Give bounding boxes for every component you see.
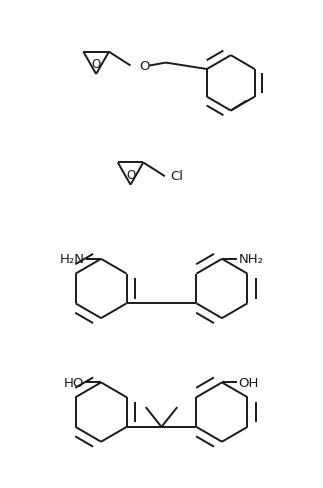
Text: OH: OH [239,376,259,389]
Text: O: O [91,58,101,71]
Text: O: O [139,60,150,73]
Text: HO: HO [64,376,84,389]
Text: H₂N: H₂N [59,253,84,266]
Text: Cl: Cl [170,169,183,183]
Text: NH₂: NH₂ [239,253,264,266]
Text: O: O [126,168,135,182]
